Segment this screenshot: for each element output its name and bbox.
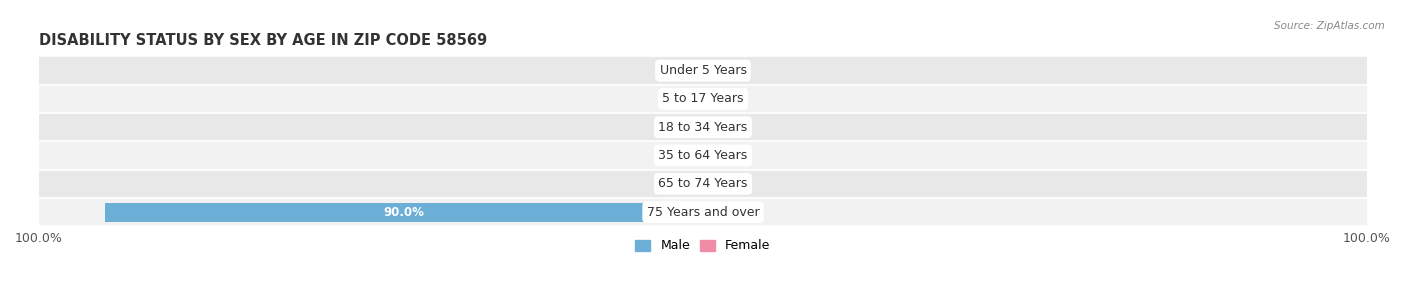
Bar [39,56,1367,85]
Text: 0.0%: 0.0% [659,64,690,77]
Text: 0.0%: 0.0% [659,92,690,106]
Bar [39,198,1367,226]
Bar [693,89,703,109]
Text: 0.0%: 0.0% [659,177,690,190]
Bar [703,117,713,137]
Text: 0.0%: 0.0% [659,121,690,134]
Text: 65 to 74 Years: 65 to 74 Years [658,177,748,190]
Text: 0.0%: 0.0% [716,121,747,134]
Text: 0.0%: 0.0% [716,177,747,190]
Text: Under 5 Years: Under 5 Years [659,64,747,77]
Bar [39,113,1367,141]
Text: DISABILITY STATUS BY SEX BY AGE IN ZIP CODE 58569: DISABILITY STATUS BY SEX BY AGE IN ZIP C… [39,33,486,48]
Bar [703,203,713,222]
Bar [39,85,1367,113]
Bar [703,89,713,109]
Text: 0.0%: 0.0% [716,92,747,106]
Text: Source: ZipAtlas.com: Source: ZipAtlas.com [1274,21,1385,31]
Bar [693,146,703,165]
Bar [693,174,703,193]
Text: 0.0%: 0.0% [716,206,747,219]
Text: 0.0%: 0.0% [716,149,747,162]
Bar [39,170,1367,198]
Bar [39,141,1367,170]
Text: 0.0%: 0.0% [716,64,747,77]
Text: 75 Years and over: 75 Years and over [647,206,759,219]
Text: 18 to 34 Years: 18 to 34 Years [658,121,748,134]
Legend: Male, Female: Male, Female [630,235,776,257]
Bar [703,174,713,193]
Text: 90.0%: 90.0% [384,206,425,219]
Bar [693,61,703,80]
Bar [693,117,703,137]
Text: 5 to 17 Years: 5 to 17 Years [662,92,744,106]
Bar [703,61,713,80]
Text: 0.0%: 0.0% [659,149,690,162]
Bar [105,203,703,222]
Bar [703,146,713,165]
Text: 35 to 64 Years: 35 to 64 Years [658,149,748,162]
